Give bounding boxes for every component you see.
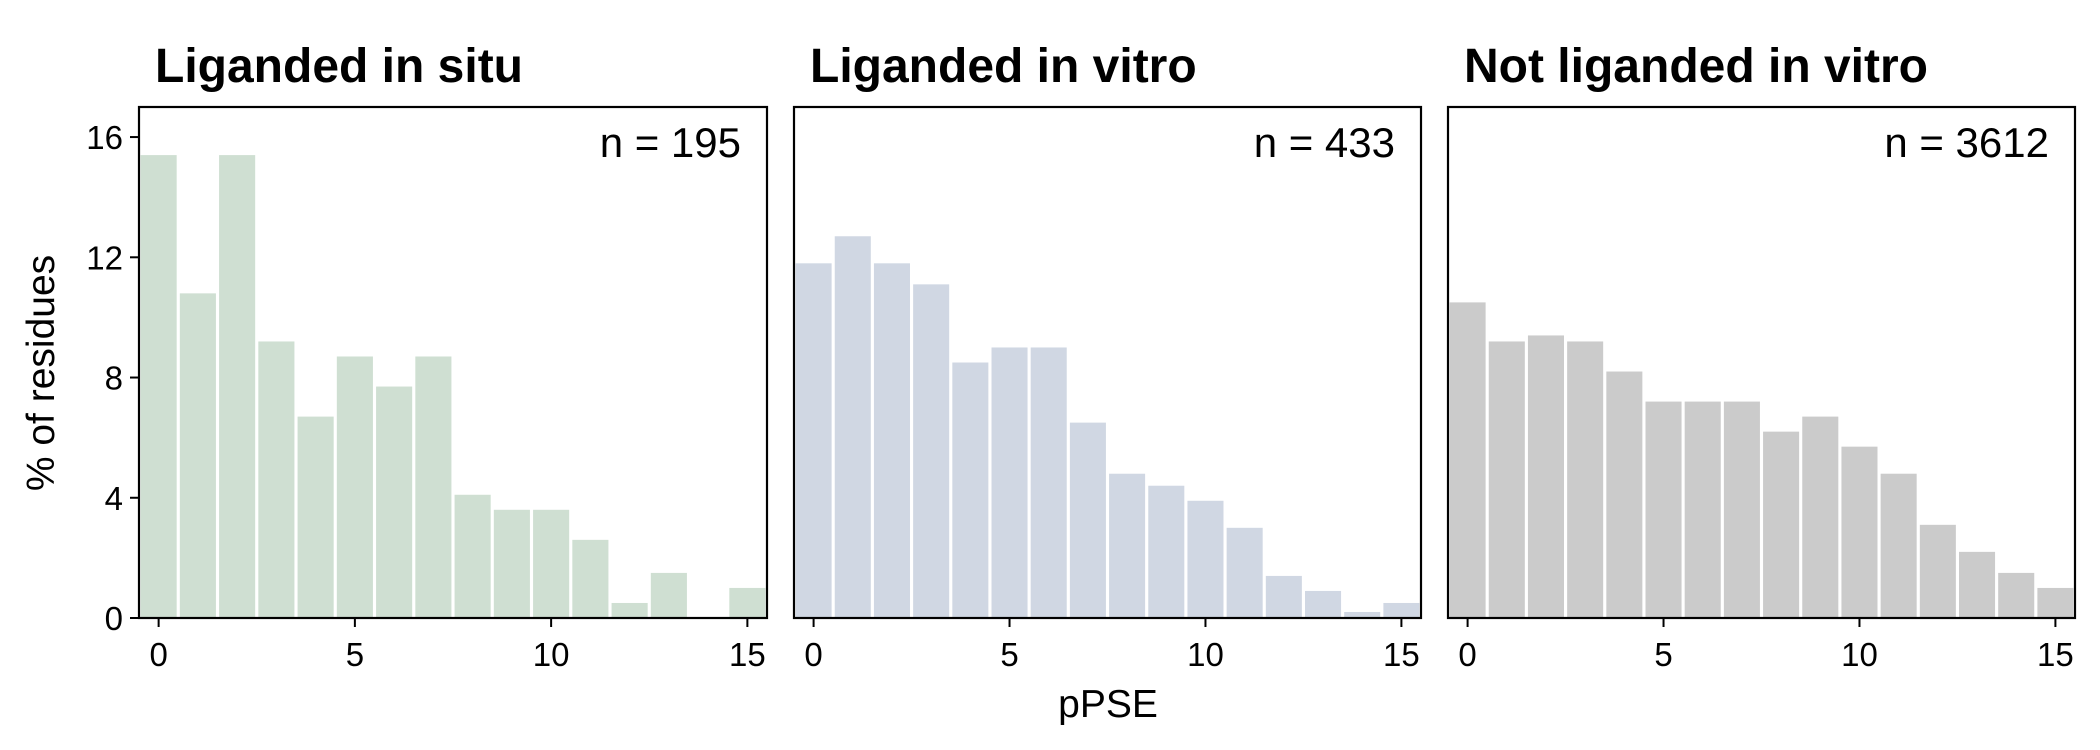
bar — [1527, 335, 1564, 618]
bar — [650, 572, 687, 618]
bar — [1919, 524, 1956, 618]
y-tick-label: 16 — [86, 119, 123, 156]
bar — [991, 347, 1028, 618]
bar — [1959, 551, 1996, 618]
bar — [1723, 401, 1760, 618]
bar — [1030, 347, 1067, 618]
bar — [1645, 401, 1682, 618]
bar — [1383, 602, 1420, 618]
bar — [572, 539, 609, 618]
bar — [415, 356, 452, 618]
bar — [454, 494, 491, 618]
x-tick-label: 10 — [1841, 636, 1878, 673]
bar — [873, 263, 910, 618]
panel-title: Liganded in vitro — [810, 40, 1197, 93]
panel-1: 0 5 10 15 0 4 8 12 16 Liganded in situ n = 195 — [86, 40, 769, 673]
x-axis-label: pPSE — [1058, 683, 1158, 726]
panels: 0 5 10 15 0 4 8 12 16 Liganded in situ n = 195 0 5 10… — [86, 40, 2077, 673]
bar — [611, 602, 648, 618]
plot-frame — [137, 105, 769, 620]
bar — [140, 155, 177, 618]
x-tick-label: 10 — [1187, 636, 1224, 673]
x-tick-label: 0 — [1458, 636, 1476, 673]
x-tick-label: 5 — [1000, 636, 1018, 673]
bar — [258, 341, 295, 618]
panel-title: Liganded in situ — [155, 40, 523, 93]
x-tick-label: 15 — [2037, 636, 2074, 673]
x-tick-label: 15 — [1383, 636, 1420, 673]
sample-size-label: n = 433 — [1254, 119, 1395, 166]
y-axis-label: % of residues — [20, 255, 63, 491]
sample-size-label: n = 195 — [600, 119, 741, 166]
bar — [493, 509, 530, 618]
panel-title: Not liganded in vitro — [1464, 40, 1928, 93]
x-tick-label: 5 — [1654, 636, 1672, 673]
bar — [2037, 587, 2074, 618]
x-tick-label: 15 — [729, 636, 766, 673]
bar — [729, 587, 766, 618]
bar — [1684, 401, 1721, 618]
bar — [1567, 341, 1604, 618]
bar — [834, 236, 871, 618]
x-tick-label: 5 — [346, 636, 364, 673]
y-tick-label: 4 — [105, 480, 123, 517]
bar — [1069, 422, 1106, 618]
bar — [533, 509, 570, 618]
bar — [376, 386, 413, 618]
bar — [1226, 527, 1263, 618]
sample-size-label: n = 3612 — [1884, 119, 2049, 166]
bar — [1488, 341, 1525, 618]
bar — [1265, 575, 1302, 618]
bar — [1449, 302, 1486, 618]
panel-2: 0 5 10 15 Liganded in vitro n = 433 — [792, 40, 1423, 673]
bar — [1148, 485, 1185, 618]
y-tick-label: 8 — [105, 360, 123, 397]
bar — [219, 155, 256, 618]
bar — [1187, 500, 1224, 618]
x-tick-label: 0 — [149, 636, 167, 673]
bar — [1841, 446, 1878, 618]
bar — [297, 416, 334, 618]
bar — [952, 362, 989, 618]
y-tick-label: 12 — [86, 239, 123, 276]
plot-frame — [1446, 105, 2077, 620]
x-tick-label: 0 — [804, 636, 822, 673]
bar — [179, 293, 216, 618]
bar — [1305, 590, 1342, 618]
bar — [913, 284, 950, 618]
bar — [1344, 611, 1381, 618]
bar — [1880, 473, 1917, 618]
panel-3: 0 5 10 15 Not liganded in vitro n = 3612 — [1446, 40, 2077, 673]
plot-frame — [792, 105, 1423, 620]
bar — [1763, 431, 1800, 618]
bar — [1606, 371, 1643, 618]
bar — [795, 263, 832, 618]
bar — [1109, 473, 1146, 618]
x-tick-label: 10 — [533, 636, 570, 673]
y-tick-label: 0 — [105, 600, 123, 637]
bar — [1998, 572, 2035, 618]
bar — [1802, 416, 1839, 618]
bar — [336, 356, 373, 618]
